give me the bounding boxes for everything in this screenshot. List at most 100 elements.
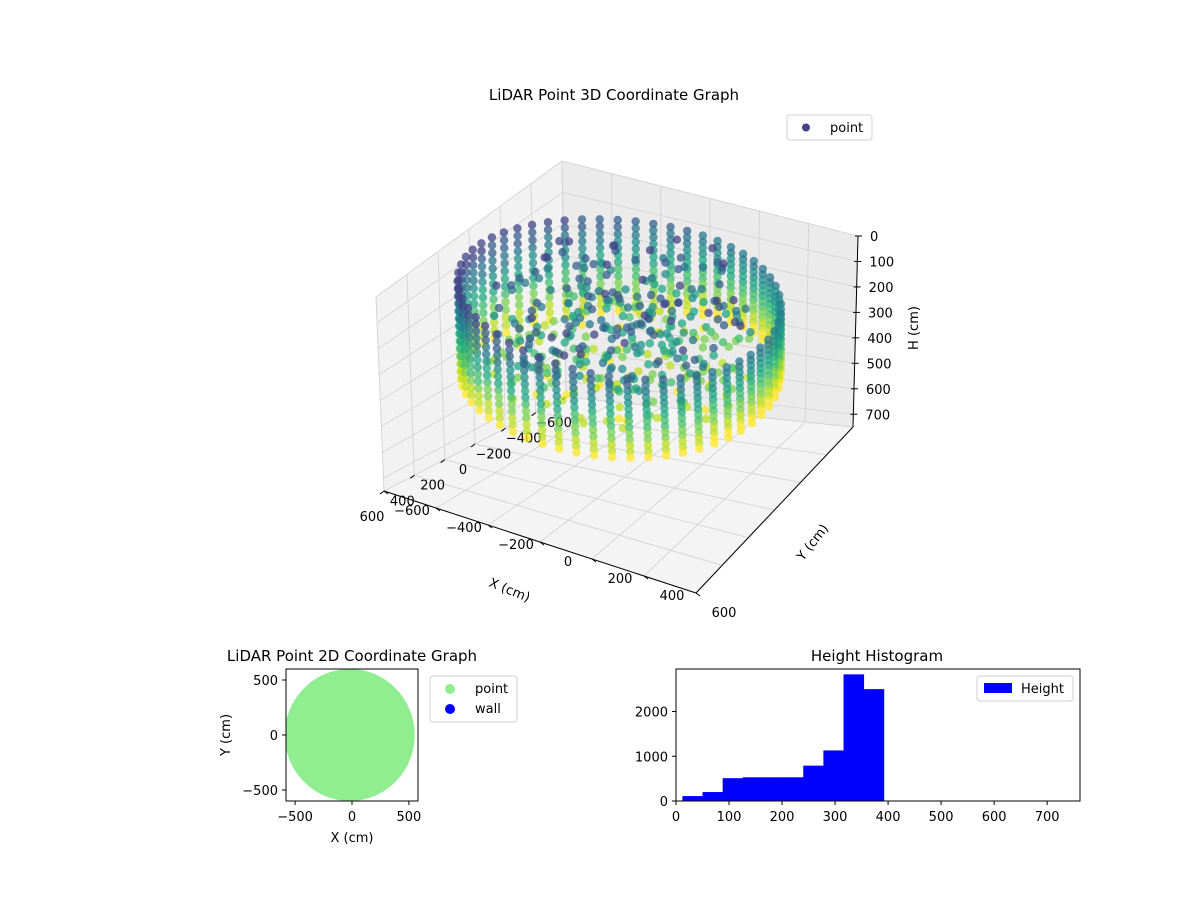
- plot3d-point: [529, 289, 538, 298]
- plot3d-point: [545, 300, 554, 310]
- plot3d-point: [604, 372, 613, 381]
- plot3d-point: [607, 434, 616, 443]
- plot3d-point: [626, 447, 635, 456]
- plot3d-point: [477, 262, 487, 271]
- plot3d-ytick: [539, 541, 545, 546]
- plot3d-point: [481, 335, 490, 345]
- plot3d-point: [507, 393, 516, 402]
- plot3d-point: [465, 354, 475, 363]
- plot3d-point: [466, 369, 475, 378]
- plot3d-point: [534, 359, 544, 369]
- plot3d-point: [666, 248, 675, 258]
- plot3d-point: [522, 427, 532, 436]
- plot3d-point: [612, 331, 621, 340]
- plot3d-point: [468, 253, 478, 262]
- plot3d-point: [571, 435, 580, 444]
- plot3d-point: [613, 385, 622, 394]
- plot3d-point: [483, 385, 492, 394]
- plot3d-point: [724, 342, 733, 351]
- plot3d-point: [708, 244, 717, 253]
- plot3d-point: [513, 373, 523, 382]
- plot3d-point: [575, 371, 584, 380]
- histogram-xtick-label: 200: [770, 810, 795, 825]
- plot3d-point: [481, 328, 490, 338]
- plot3d-point: [488, 248, 497, 258]
- histogram-bar-2: [722, 778, 744, 801]
- histogram-title: Height Histogram: [811, 647, 943, 665]
- plot3d-point: [467, 390, 476, 400]
- plot3d-point: [579, 263, 589, 273]
- plot3d-point: [465, 332, 474, 342]
- plot3d-point: [641, 393, 651, 402]
- plot3d-point: [682, 233, 692, 242]
- plot3d-point: [473, 363, 482, 372]
- plot3d-point: [515, 324, 524, 333]
- plot3d-grid-z: [564, 317, 855, 364]
- plot3d-point: [560, 223, 569, 232]
- histogram-bar-3: [742, 777, 764, 801]
- plot3d-point: [590, 451, 599, 460]
- plot3d-point: [587, 305, 597, 314]
- plot3d-point: [474, 384, 483, 393]
- plot3d-point: [521, 393, 530, 402]
- plot3d-point: [529, 281, 538, 290]
- plot3d-point: [683, 277, 692, 286]
- plot3d-point: [614, 278, 623, 288]
- plot3d-point: [513, 231, 522, 241]
- plot3d-point: [553, 411, 562, 420]
- plot3d-point: [528, 251, 537, 260]
- histogram-bar-6: [803, 765, 824, 801]
- plot3d-point: [602, 304, 611, 313]
- plot3d-point: [687, 285, 696, 294]
- plot3d-point: [710, 439, 719, 448]
- plot3d-point: [454, 285, 464, 295]
- plot3d-point: [698, 274, 707, 283]
- plot3d-point: [522, 413, 531, 423]
- plot3d-point: [536, 386, 545, 395]
- plot3d-point: [465, 347, 474, 356]
- plot3d-point: [726, 271, 736, 281]
- plot3d-point: [666, 316, 676, 325]
- plot3d-point: [507, 281, 516, 290]
- plot3d-point: [484, 406, 493, 415]
- plot3d-point: [540, 321, 549, 330]
- plot3d-point: [704, 308, 713, 318]
- plot3d-point: [579, 419, 588, 428]
- plot3d-point: [721, 309, 731, 319]
- plot3d-point: [527, 363, 537, 372]
- plot3d-point: [571, 441, 581, 451]
- plot3d-point: [660, 300, 669, 309]
- plot3d-point: [494, 379, 503, 388]
- plot3d-xtick-label: 200: [420, 479, 445, 494]
- plot3d-point: [469, 261, 478, 270]
- plot3d-point: [649, 219, 658, 229]
- plot3d-point: [488, 256, 497, 265]
- plot3d-point: [501, 290, 510, 299]
- plot3d-point: [726, 289, 735, 298]
- plot3d-point: [674, 265, 683, 274]
- plot3d-point: [635, 301, 644, 311]
- plot3d-point: [464, 325, 474, 334]
- plot3d-point: [562, 329, 571, 338]
- plot3d-point: [572, 448, 581, 457]
- histogram-bar-1: [702, 792, 724, 801]
- plot3d-point: [465, 340, 474, 349]
- plot3d-point: [577, 222, 587, 231]
- plot3d-point: [513, 254, 523, 264]
- plot3d-point: [569, 383, 578, 393]
- plot3d-grid-z: [561, 160, 859, 237]
- plot3d-point: [560, 338, 569, 347]
- plot3d-ytick: [487, 524, 493, 529]
- plot3d-point: [666, 361, 675, 370]
- plot3d-point: [661, 433, 670, 443]
- plot3d-point: [588, 413, 597, 422]
- plot3d-point: [595, 236, 605, 245]
- plot3d-point: [588, 425, 598, 435]
- plot3d-point: [661, 451, 671, 460]
- plot3d-point: [469, 268, 478, 278]
- plot3d-point: [645, 339, 654, 348]
- plot3d-point: [631, 231, 640, 240]
- plot3d-point: [666, 242, 675, 251]
- plot3d-point: [709, 343, 718, 353]
- plot3d-point: [519, 352, 528, 362]
